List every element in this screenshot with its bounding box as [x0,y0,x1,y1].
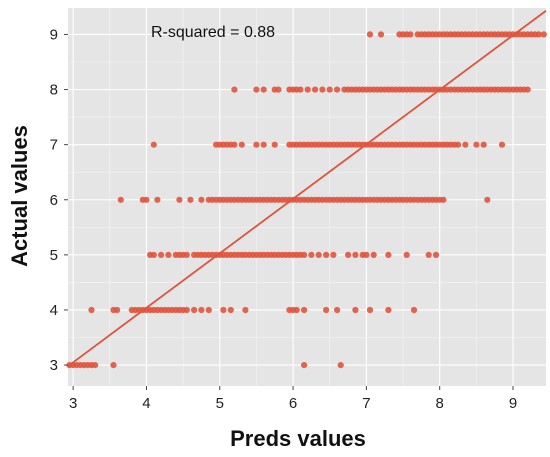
data-point [150,141,157,148]
data-point [165,251,172,258]
x-tick-label: 6 [289,395,297,412]
data-point [191,306,198,314]
y-tick-label: 5 [50,247,58,264]
data-point [319,86,326,93]
data-point [403,251,410,258]
data-point [484,196,491,203]
data-point [308,251,315,258]
data-point [337,362,344,369]
x-tick-label: 7 [362,395,370,412]
data-point [92,362,99,369]
data-point [117,196,124,203]
data-point [385,251,392,258]
y-tick-label: 3 [50,357,58,374]
data-point [366,31,374,38]
data-point [220,306,227,314]
data-point [183,306,190,314]
data-point [524,86,531,93]
data-point [370,251,377,258]
data-point [334,306,341,314]
data-point [242,306,249,314]
data-point [150,251,157,258]
y-tick-label: 6 [50,192,58,209]
data-point [187,196,194,203]
data-point [227,306,234,314]
data-point [198,306,205,314]
y-tick-label: 7 [50,137,58,154]
data-point [183,251,190,258]
y-axis-title: Actual values [7,125,32,267]
data-point [540,31,547,38]
x-tick-label: 8 [436,395,444,412]
data-point [231,86,238,93]
data-point [323,251,330,258]
data-point [330,251,337,258]
y-tick-label: 9 [50,26,58,43]
x-axis-title: Preds values [230,426,366,451]
data-point [275,86,282,93]
data-point [110,362,117,369]
data-point [454,141,462,148]
data-point [293,306,300,314]
data-point [315,251,322,258]
data-point [114,306,121,314]
data-point [352,306,359,314]
data-point [176,196,183,203]
r-squared-annotation: R-squared = 0.88 [151,24,275,41]
data-point [301,362,308,369]
x-tick-label: 3 [69,395,77,412]
data-point [377,31,385,38]
y-tick-label: 4 [50,302,58,319]
data-point [301,306,308,314]
data-point [271,141,278,148]
data-point [432,251,440,258]
data-point [535,31,542,38]
data-point [143,196,150,203]
data-point [480,141,487,148]
data-point [238,141,245,148]
data-point [158,251,165,258]
data-point [498,141,506,148]
data-point [260,141,267,148]
data-point [473,141,480,148]
data-point [88,306,95,314]
data-point [253,141,260,148]
data-point [231,141,238,148]
y-axis-ticks: 3 4 5 6 7 8 9 [50,26,68,374]
data-point [352,251,359,258]
x-tick-label: 5 [216,395,224,412]
data-point [301,251,308,258]
data-point [407,31,414,38]
data-point [323,306,330,314]
data-point [363,251,370,258]
x-axis-ticks: 3 4 5 6 7 8 9 [69,386,517,412]
data-point [304,86,311,93]
data-point [440,196,447,203]
data-point [260,86,267,93]
data-point [205,306,212,314]
data-point [385,306,392,314]
x-tick-label: 4 [142,395,150,412]
data-point [345,251,352,258]
fit-line [67,10,547,367]
data-point [297,86,304,93]
y-tick-label: 8 [50,82,58,99]
data-point [198,196,205,203]
data-point [425,251,432,258]
data-point [154,196,161,203]
data-point [334,86,341,93]
x-tick-label: 9 [509,395,517,412]
data-point [462,141,469,148]
data-point [312,86,319,93]
data-point [253,86,260,93]
data-point [410,306,418,314]
data-points [66,31,547,369]
data-point [326,86,333,93]
data-point [366,306,374,314]
